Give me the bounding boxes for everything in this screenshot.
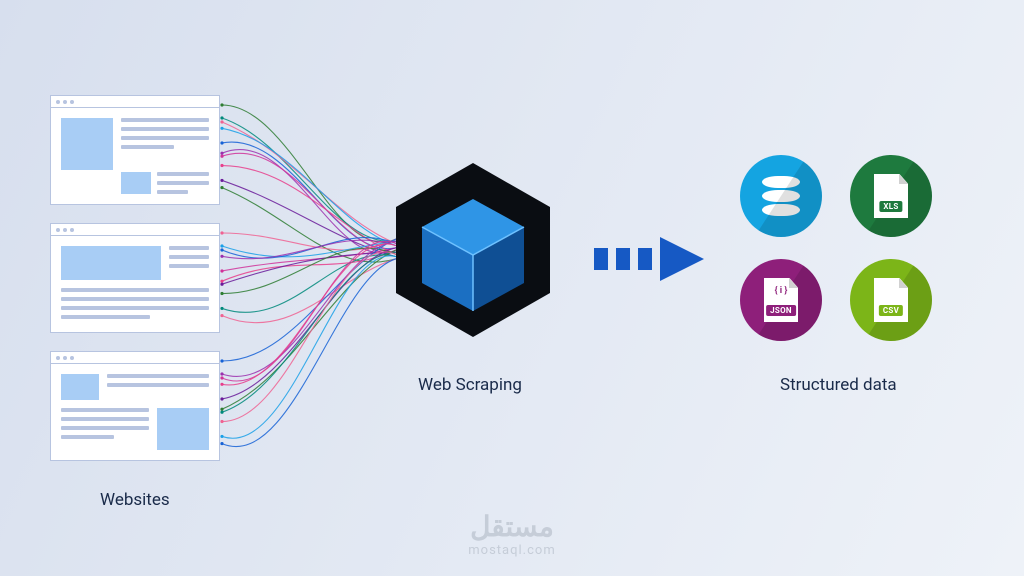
file-badge: CSV (879, 305, 903, 316)
websites-column (50, 95, 220, 461)
watermark-latin: mostaql.com (468, 543, 555, 558)
content-image-block (61, 246, 161, 280)
file-badge: XLS (879, 201, 902, 212)
web-scraping-label: Web Scraping (418, 375, 522, 395)
browser-titlebar (51, 224, 219, 236)
database-icon (740, 155, 822, 237)
content-image-block (61, 374, 99, 400)
file-icon: XLS (874, 174, 908, 218)
watermark: مستقل mostaql.com (468, 510, 555, 558)
structured-data-outputs: XLS { i }JSON CSV (740, 155, 932, 341)
csv-file-icon: CSV (850, 259, 932, 341)
content-image-block (157, 408, 209, 450)
file-badge: JSON (766, 305, 796, 316)
file-icon: CSV (874, 278, 908, 322)
content-image-block (121, 172, 151, 194)
web-scraper-node (378, 155, 568, 345)
website-card (50, 95, 220, 205)
websites-label: Websites (100, 490, 170, 510)
diagram-canvas: Websites Web Scraping XLS { i }JSON CSV St… (0, 0, 1024, 576)
json-file-icon: { i }JSON (740, 259, 822, 341)
browser-titlebar (51, 96, 219, 108)
watermark-arabic: مستقل (468, 510, 555, 543)
website-card (50, 351, 220, 461)
website-card (50, 223, 220, 333)
file-icon: { i }JSON (764, 278, 798, 322)
browser-titlebar (51, 352, 219, 364)
flow-arrow-icon (590, 235, 720, 283)
content-image-block (61, 118, 113, 170)
structured-data-label: Structured data (780, 375, 897, 395)
xls-file-icon: XLS (850, 155, 932, 237)
